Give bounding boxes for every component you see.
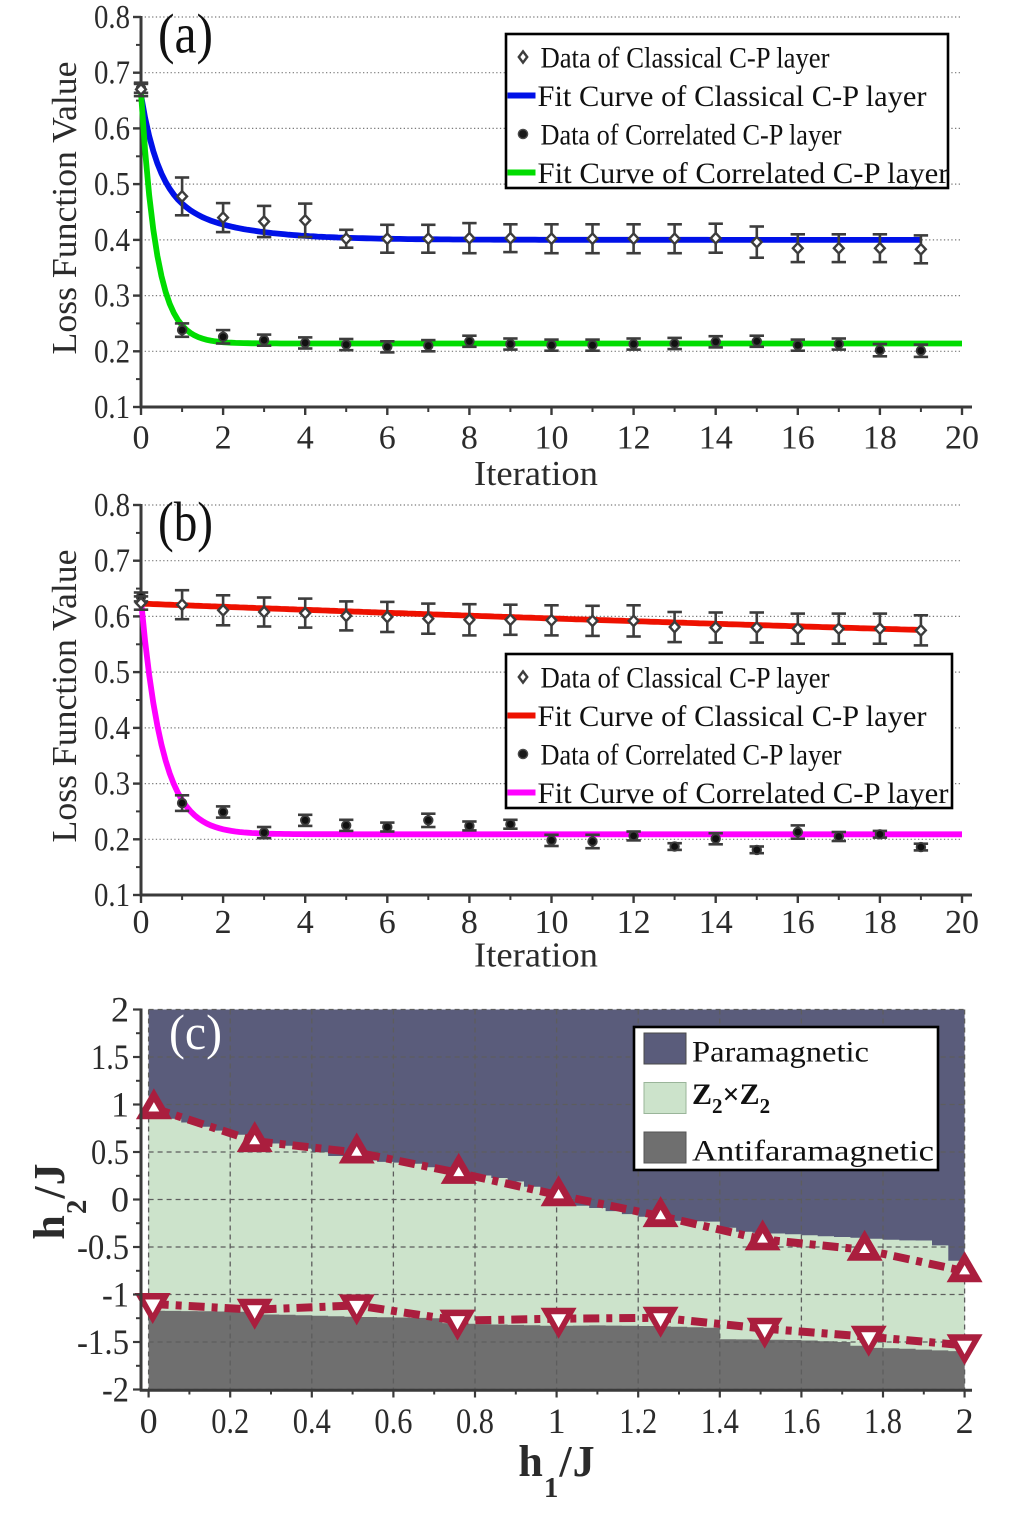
- svg-text:1: 1: [111, 1085, 129, 1125]
- svg-text:1: 1: [548, 1401, 566, 1441]
- svg-text:Iteration: Iteration: [474, 936, 598, 975]
- svg-text:0.5: 0.5: [91, 1132, 129, 1172]
- svg-text:0: 0: [111, 1180, 129, 1220]
- svg-text:14: 14: [699, 420, 733, 457]
- svg-text:Fit Curve of Classical C-P lay: Fit Curve of Classical C-P layer: [538, 80, 927, 113]
- svg-text:Iteration: Iteration: [474, 454, 598, 493]
- svg-text:0.3: 0.3: [94, 766, 130, 803]
- svg-text:16: 16: [781, 904, 815, 941]
- svg-text:12: 12: [617, 904, 651, 941]
- svg-text:18: 18: [863, 420, 897, 457]
- svg-text:Loss Function Value: Loss Function Value: [45, 62, 84, 355]
- svg-text:(b): (b): [158, 492, 213, 554]
- svg-text:Data of Correlated C-P layer: Data of Correlated C-P layer: [541, 119, 842, 152]
- svg-text:0.2: 0.2: [94, 333, 130, 370]
- svg-text:0.7: 0.7: [94, 543, 130, 580]
- svg-text:0: 0: [140, 1401, 158, 1441]
- svg-text:6: 6: [379, 904, 396, 941]
- svg-text:8: 8: [461, 904, 478, 941]
- svg-text:0.8: 0.8: [94, 487, 130, 524]
- svg-text:1.4: 1.4: [701, 1401, 739, 1441]
- svg-text:(a): (a): [158, 4, 213, 66]
- svg-text:-1: -1: [102, 1275, 129, 1315]
- svg-text:1.2: 1.2: [619, 1401, 657, 1441]
- svg-text:0.2: 0.2: [94, 821, 130, 858]
- svg-text:0.1: 0.1: [94, 877, 130, 914]
- svg-text:4: 4: [297, 420, 314, 457]
- svg-text:4: 4: [297, 904, 314, 941]
- svg-text:(c): (c): [169, 1004, 222, 1060]
- svg-text:-2: -2: [102, 1370, 129, 1410]
- svg-text:Fit Curve of Correlated C-P la: Fit Curve of Correlated C-P layer: [538, 777, 949, 810]
- svg-text:0.3: 0.3: [94, 278, 130, 315]
- svg-text:0.6: 0.6: [94, 110, 130, 147]
- svg-text:8: 8: [461, 420, 478, 457]
- svg-text:2: 2: [215, 420, 232, 457]
- svg-text:10: 10: [535, 420, 569, 457]
- svg-text:0: 0: [133, 420, 150, 457]
- svg-text:10: 10: [535, 904, 569, 941]
- svg-text:6: 6: [379, 420, 396, 457]
- svg-text:20: 20: [945, 904, 979, 941]
- svg-text:12: 12: [617, 420, 651, 457]
- svg-text:-0.5: -0.5: [77, 1227, 129, 1267]
- svg-text:0.7: 0.7: [94, 55, 130, 92]
- svg-text:Loss Function Value: Loss Function Value: [45, 550, 84, 843]
- svg-text:2: 2: [956, 1401, 974, 1441]
- svg-text:Paramagnetic: Paramagnetic: [692, 1036, 869, 1069]
- svg-text:Fit Curve of Correlated C-P la: Fit Curve of Correlated C-P layer: [538, 157, 949, 190]
- svg-text:0.8: 0.8: [456, 1401, 494, 1441]
- svg-text:0.5: 0.5: [94, 166, 130, 203]
- svg-text:-1.5: -1.5: [77, 1322, 129, 1362]
- svg-text:0.6: 0.6: [374, 1401, 412, 1441]
- svg-text:0.1: 0.1: [94, 389, 130, 426]
- svg-text:2: 2: [215, 904, 232, 941]
- svg-text:16: 16: [781, 420, 815, 457]
- svg-text:0.6: 0.6: [94, 598, 130, 635]
- svg-text:Fit Curve of Classical C-P lay: Fit Curve of Classical C-P layer: [538, 700, 927, 733]
- svg-text:0.4: 0.4: [94, 222, 130, 259]
- svg-text:14: 14: [699, 904, 733, 941]
- svg-text:0.5: 0.5: [94, 654, 130, 691]
- svg-text:Data of Classical C-P layer: Data of Classical C-P layer: [541, 42, 830, 75]
- svg-text:20: 20: [945, 420, 979, 457]
- svg-text:1.5: 1.5: [91, 1037, 129, 1077]
- svg-text:0.4: 0.4: [94, 710, 130, 747]
- svg-text:1.6: 1.6: [782, 1401, 820, 1441]
- svg-text:Data of Classical C-P layer: Data of Classical C-P layer: [541, 662, 830, 695]
- svg-text:1.8: 1.8: [864, 1401, 902, 1441]
- svg-text:Antifaramagnetic: Antifaramagnetic: [692, 1135, 934, 1168]
- svg-text:18: 18: [863, 904, 897, 941]
- svg-text:0.8: 0.8: [94, 0, 130, 36]
- svg-text:0.4: 0.4: [293, 1401, 331, 1441]
- svg-text:Data of Correlated C-P layer: Data of Correlated C-P layer: [541, 739, 842, 772]
- svg-text:2: 2: [111, 990, 129, 1030]
- svg-text:0: 0: [133, 904, 150, 941]
- svg-text:0.2: 0.2: [211, 1401, 249, 1441]
